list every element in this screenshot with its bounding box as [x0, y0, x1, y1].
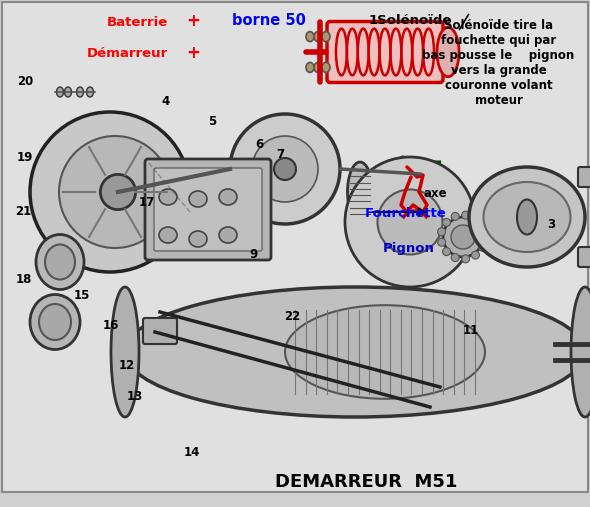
Text: DEMARREUR  M51: DEMARREUR M51: [274, 473, 457, 491]
Polygon shape: [412, 226, 460, 248]
Text: 14: 14: [183, 446, 200, 459]
Circle shape: [442, 247, 451, 256]
Text: +: +: [186, 12, 201, 30]
Text: 17: 17: [138, 196, 155, 209]
Circle shape: [252, 136, 318, 202]
Text: Solénoïde tire la
fouchette qui par
bas pousse le    pignon
vers la grande
couro: Solénoïde tire la fouchette qui par bas …: [422, 19, 575, 107]
Text: 4: 4: [161, 95, 169, 108]
Text: +: +: [186, 44, 201, 62]
Text: 3: 3: [548, 218, 556, 231]
Ellipse shape: [517, 199, 537, 235]
Circle shape: [478, 243, 487, 251]
Circle shape: [378, 190, 442, 255]
Circle shape: [274, 158, 296, 180]
Ellipse shape: [159, 227, 177, 243]
Ellipse shape: [36, 235, 84, 289]
Text: axe: axe: [424, 187, 447, 200]
Text: Baterrie: Baterrie: [107, 16, 168, 29]
Ellipse shape: [314, 62, 322, 73]
Ellipse shape: [64, 87, 71, 97]
Text: 16: 16: [103, 319, 119, 332]
Circle shape: [471, 215, 480, 223]
Circle shape: [230, 114, 340, 224]
Text: 6: 6: [255, 138, 264, 151]
Ellipse shape: [322, 31, 330, 42]
Ellipse shape: [189, 231, 207, 247]
Circle shape: [461, 211, 470, 219]
Polygon shape: [392, 262, 440, 282]
Circle shape: [451, 212, 459, 221]
Ellipse shape: [314, 31, 322, 42]
Ellipse shape: [39, 304, 71, 340]
Ellipse shape: [30, 295, 80, 349]
FancyBboxPatch shape: [154, 168, 262, 251]
Ellipse shape: [219, 227, 237, 243]
Ellipse shape: [125, 287, 585, 417]
Text: 15: 15: [73, 288, 90, 302]
Circle shape: [100, 174, 136, 209]
Circle shape: [478, 223, 487, 231]
Text: 13: 13: [126, 390, 143, 403]
Circle shape: [451, 254, 459, 262]
Ellipse shape: [306, 31, 314, 42]
Circle shape: [442, 219, 451, 227]
Ellipse shape: [45, 244, 75, 279]
Ellipse shape: [322, 62, 330, 73]
Text: 9: 9: [250, 248, 258, 261]
Text: 11: 11: [463, 324, 479, 337]
Text: 18: 18: [15, 273, 32, 286]
Ellipse shape: [111, 287, 139, 417]
Text: 22: 22: [284, 310, 300, 323]
FancyBboxPatch shape: [143, 318, 177, 344]
Circle shape: [471, 251, 480, 259]
Ellipse shape: [77, 87, 84, 97]
Circle shape: [451, 225, 475, 249]
FancyBboxPatch shape: [145, 159, 271, 260]
Circle shape: [481, 233, 489, 241]
Circle shape: [443, 217, 483, 257]
Text: Démarreur: Démarreur: [87, 47, 168, 60]
Ellipse shape: [285, 305, 485, 399]
Text: 7: 7: [276, 148, 284, 161]
Text: 19: 19: [17, 151, 33, 164]
Ellipse shape: [469, 167, 585, 267]
Ellipse shape: [437, 27, 459, 77]
Ellipse shape: [571, 287, 590, 417]
Text: 12: 12: [119, 358, 135, 372]
Polygon shape: [390, 156, 440, 178]
Ellipse shape: [87, 87, 93, 97]
Ellipse shape: [57, 87, 64, 97]
FancyBboxPatch shape: [327, 21, 443, 83]
FancyBboxPatch shape: [578, 247, 590, 267]
Ellipse shape: [348, 162, 372, 222]
Circle shape: [345, 157, 475, 287]
Circle shape: [438, 238, 445, 246]
Ellipse shape: [483, 182, 571, 252]
Text: 1Solénoïde: 1Solénoïde: [369, 14, 452, 27]
Text: 5: 5: [208, 115, 217, 128]
Circle shape: [30, 112, 190, 272]
Ellipse shape: [306, 62, 314, 73]
Text: Fourchette: Fourchette: [365, 207, 447, 221]
Text: 21: 21: [15, 205, 32, 219]
FancyBboxPatch shape: [578, 167, 590, 187]
Circle shape: [461, 255, 470, 263]
Circle shape: [438, 228, 445, 236]
Circle shape: [59, 136, 171, 248]
Ellipse shape: [219, 189, 237, 205]
Text: borne 50: borne 50: [231, 13, 306, 28]
Ellipse shape: [189, 191, 207, 207]
Text: Pignon: Pignon: [382, 242, 434, 255]
Ellipse shape: [159, 189, 177, 205]
Text: 20: 20: [17, 75, 33, 88]
